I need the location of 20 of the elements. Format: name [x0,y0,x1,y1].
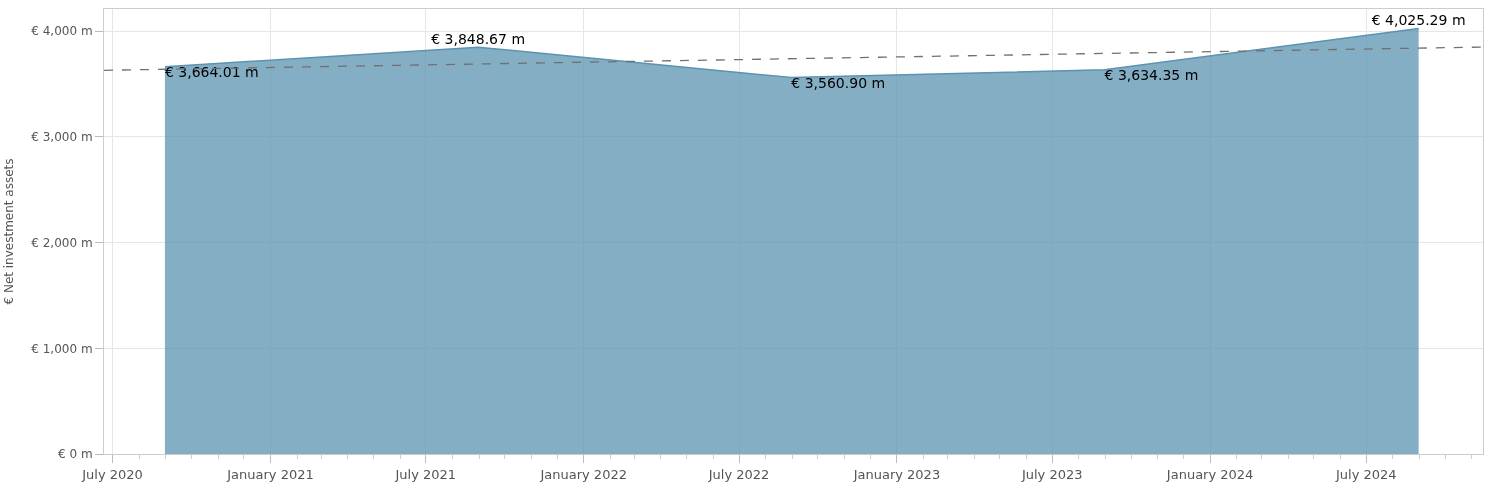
y-tick-label: € 2,000 m [31,235,93,250]
x-tick-label: July 2023 [1020,466,1083,482]
x-tick-label: January 2024 [1165,466,1254,482]
y-tick-label: € 1,000 m [31,341,93,356]
data-label: € 3,560.90 m [791,75,886,92]
y-axis-title: € Net investment assets [1,158,16,305]
y-tick-label: € 0 m [58,447,93,462]
data-label: € 3,664.01 m [164,64,259,81]
x-tick-label: July 2022 [707,466,770,482]
x-tick-label: January 2021 [226,466,314,482]
data-label: € 4,025.29 m [1371,12,1466,29]
data-label: € 3,848.67 m [431,30,526,47]
x-tick-label: January 2022 [539,466,627,482]
x-tick-label: January 2023 [852,466,941,482]
data-label: € 3,634.35 m [1104,67,1199,84]
x-tick-label: July 2021 [394,466,457,482]
y-tick-label: € 4,000 m [31,24,93,39]
x-tick-label: July 2020 [81,466,143,482]
x-tick-label: July 2024 [1335,466,1397,482]
y-tick-label: € 3,000 m [31,130,93,145]
